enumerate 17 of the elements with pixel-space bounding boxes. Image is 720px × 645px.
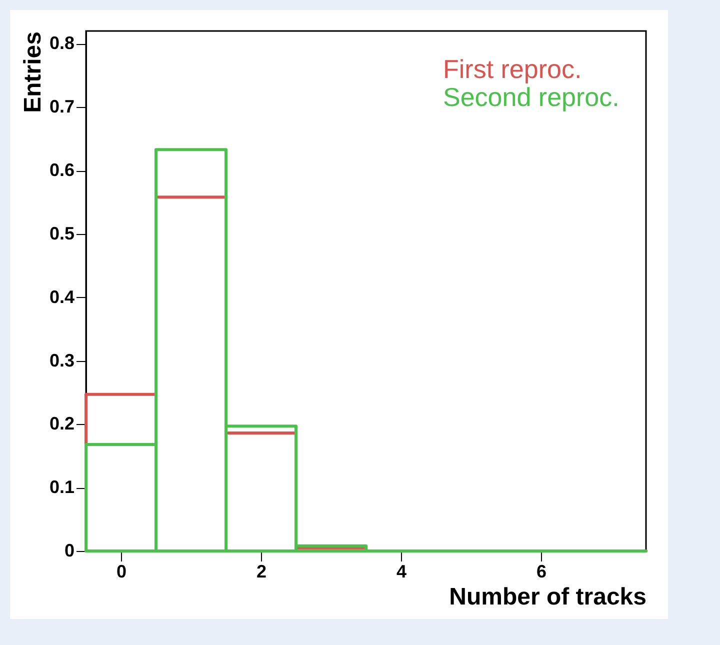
x-tick-label: 2 — [256, 562, 267, 582]
y-tick-label: 0.3 — [49, 350, 74, 370]
y-tick-label: 0.6 — [49, 160, 74, 180]
y-tick-label: 0.4 — [49, 286, 74, 307]
x-tick-label: 4 — [396, 562, 407, 582]
y-axis-title: Entries — [19, 32, 46, 113]
text: First reproc. — [443, 54, 582, 84]
text: Second reproc. — [443, 82, 620, 112]
y-tick-label: 0.2 — [49, 414, 74, 434]
y-tick-label: 0.7 — [49, 96, 74, 117]
x-tick-label: 0 — [116, 562, 127, 582]
y-tick-label: 0 — [64, 540, 74, 560]
y-tick-label: 0.1 — [49, 477, 74, 498]
y-tick-label: 0.5 — [49, 223, 74, 244]
y-tick-label: 0.8 — [49, 33, 74, 54]
x-axis-title: Number of tracks — [449, 584, 646, 610]
x-tick-label: 6 — [536, 562, 547, 582]
